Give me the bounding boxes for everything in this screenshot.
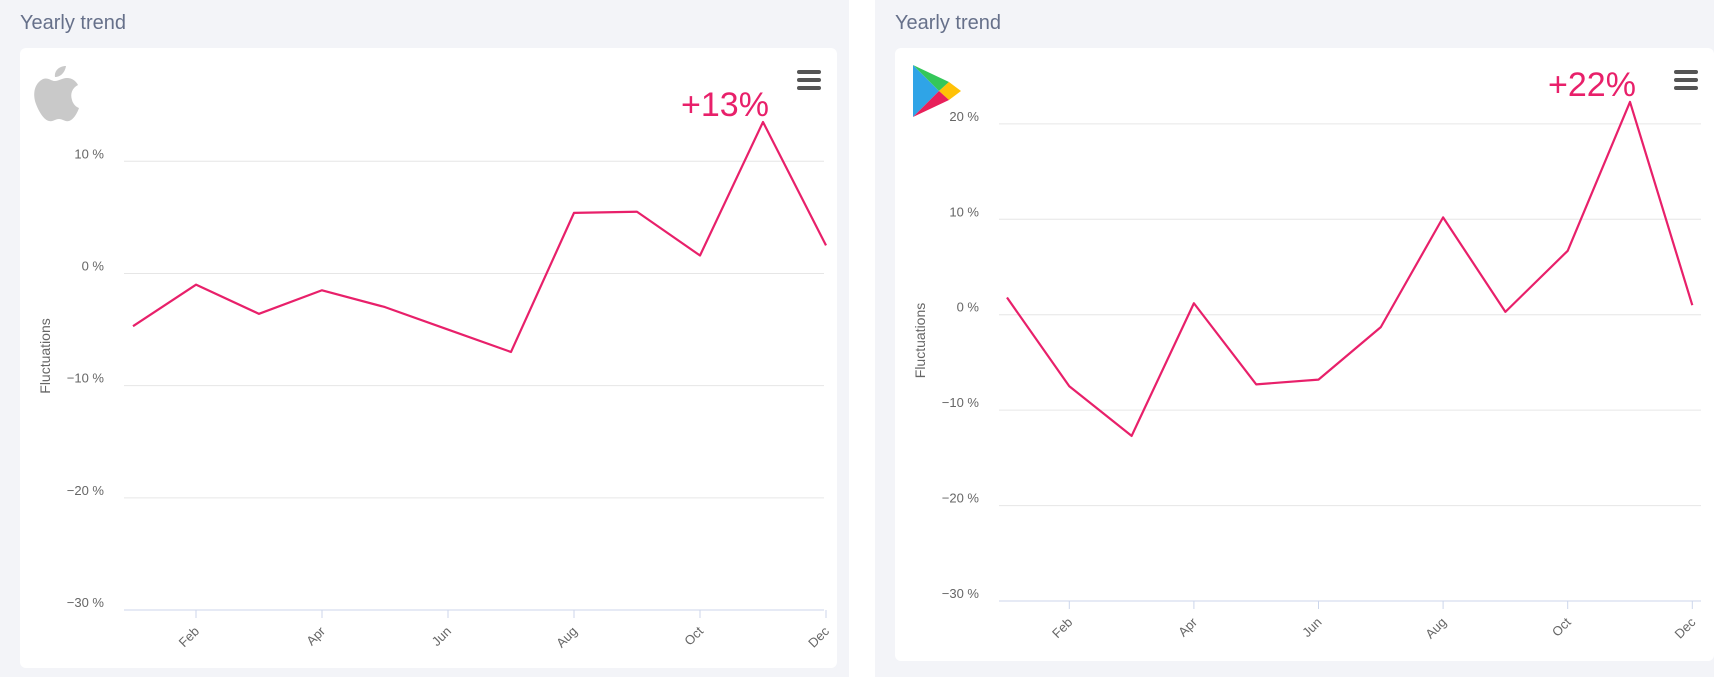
data-point bbox=[824, 243, 828, 247]
x-tick-label: Aug bbox=[1422, 615, 1449, 642]
panel-title: Yearly trend bbox=[895, 12, 1001, 34]
android-trend-panel: Yearly trend 20 % 10 % 0 % −10 % −20 % −30 % F… bbox=[875, 0, 1714, 677]
data-point bbox=[1192, 301, 1196, 305]
data-point bbox=[131, 324, 135, 328]
y-tick-label: 0 % bbox=[957, 300, 980, 315]
hamburger-menu-icon[interactable] bbox=[1674, 70, 1698, 90]
y-tick-label: 20 % bbox=[949, 109, 979, 124]
data-point bbox=[446, 328, 450, 332]
x-tick-label: Jun bbox=[429, 624, 454, 649]
panel-title: Yearly trend bbox=[20, 12, 126, 34]
data-point bbox=[320, 288, 324, 292]
data-point bbox=[1254, 382, 1258, 386]
y-tick-label: −20 % bbox=[942, 491, 980, 506]
data-point bbox=[698, 253, 702, 257]
data-point bbox=[1503, 310, 1507, 314]
x-tick-label: Dec bbox=[805, 623, 832, 650]
data-point bbox=[1690, 303, 1694, 307]
series-line bbox=[1006, 100, 1694, 438]
data-point bbox=[1566, 249, 1570, 253]
y-tick-label: 10 % bbox=[74, 146, 104, 161]
data-point bbox=[194, 283, 198, 287]
peak-annotation: +13% bbox=[681, 86, 769, 124]
data-point bbox=[572, 211, 576, 215]
apple-logo-icon bbox=[28, 62, 82, 127]
x-tick-label: Apr bbox=[1175, 614, 1200, 639]
data-point bbox=[1379, 325, 1383, 329]
data-point bbox=[1130, 434, 1134, 438]
y-tick-label: −10 % bbox=[942, 395, 980, 410]
line-chart: 20 % 10 % 0 % −10 % −20 % −30 % Feb Apr Jun Aug Oc… bbox=[912, 66, 1701, 642]
y-axis-title: Fluctuations bbox=[912, 303, 928, 378]
data-point bbox=[509, 350, 513, 354]
y-tick-label: −10 % bbox=[67, 371, 105, 386]
x-tick-label: Oct bbox=[1549, 614, 1574, 639]
data-point bbox=[257, 312, 261, 316]
data-point bbox=[1067, 384, 1071, 388]
series-line bbox=[132, 120, 827, 354]
data-point bbox=[635, 210, 639, 214]
data-point bbox=[1317, 378, 1321, 382]
data-point bbox=[1005, 296, 1009, 300]
x-tick-label: Jun bbox=[1299, 615, 1324, 640]
data-point bbox=[1441, 215, 1445, 219]
y-tick-label: −30 % bbox=[67, 595, 105, 610]
x-tick-label: Feb bbox=[176, 624, 202, 650]
x-tick-label: Oct bbox=[681, 623, 706, 648]
hamburger-menu-icon[interactable] bbox=[797, 70, 821, 90]
data-point bbox=[383, 305, 387, 309]
chart-card: 20 % 10 % 0 % −10 % −20 % −30 % Feb Apr Jun Aug Oc… bbox=[895, 48, 1714, 661]
y-axis-title: Fluctuations bbox=[37, 318, 53, 393]
x-tick-label: Apr bbox=[303, 623, 328, 648]
ios-trend-panel: Yearly trend 10 % 0 % −10 % −20 % −30 % Feb Ap… bbox=[0, 0, 849, 677]
google-play-logo-icon bbox=[909, 62, 963, 127]
y-tick-label: 0 % bbox=[82, 258, 105, 273]
x-tick-label: Aug bbox=[553, 624, 580, 651]
chart-card: 10 % 0 % −10 % −20 % −30 % Feb Apr Jun Aug Oct Dec… bbox=[20, 48, 837, 668]
y-tick-label: −30 % bbox=[942, 586, 980, 601]
y-tick-label: 10 % bbox=[949, 204, 979, 219]
peak-annotation: +22% bbox=[1548, 66, 1636, 104]
x-tick-label: Dec bbox=[1671, 614, 1698, 641]
x-tick-label: Feb bbox=[1049, 615, 1075, 641]
line-chart: 10 % 0 % −10 % −20 % −30 % Feb Apr Jun Aug Oct Dec… bbox=[37, 86, 832, 651]
y-tick-label: −20 % bbox=[67, 483, 105, 498]
